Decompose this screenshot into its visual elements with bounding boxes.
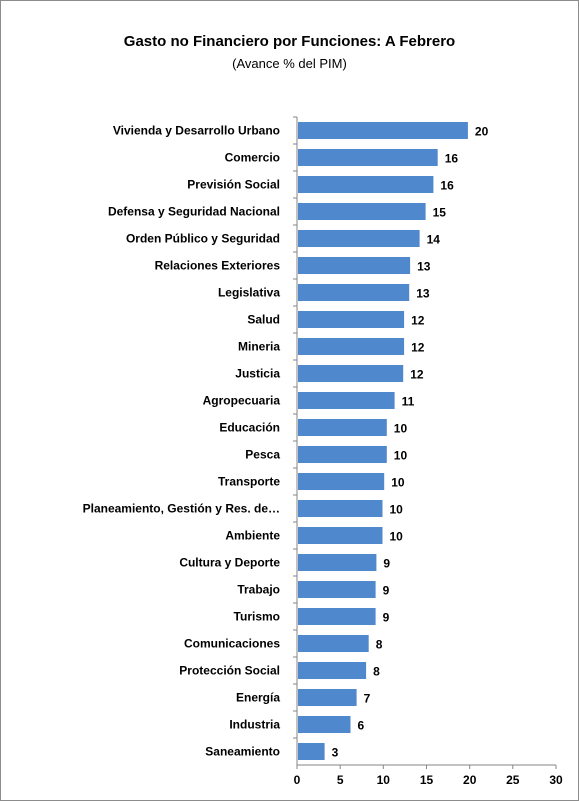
bar-9 — [298, 365, 404, 382]
category-label-3: Defensa y Seguridad Nacional — [108, 205, 280, 219]
x-tick-label-6: 30 — [549, 773, 563, 787]
category-label-23: Saneamiento — [205, 745, 280, 759]
value-label-3: 15 — [433, 206, 447, 220]
bar-6 — [298, 284, 410, 301]
value-label-0: 20 — [475, 125, 489, 139]
chart-subtitle: (Avance % del PIM) — [232, 56, 347, 71]
bar-5 — [298, 257, 411, 274]
category-label-17: Trabajo — [237, 583, 280, 597]
bar-21 — [298, 689, 357, 706]
category-label-16: Cultura y Deporte — [179, 556, 280, 570]
bar-1 — [298, 149, 438, 166]
value-label-17: 9 — [383, 584, 390, 598]
bar-19 — [298, 635, 369, 652]
category-label-18: Turismo — [234, 610, 280, 624]
bar-18 — [298, 608, 376, 625]
bar-8 — [298, 338, 405, 355]
value-label-22: 6 — [358, 719, 365, 733]
category-label-19: Comunicaciones — [184, 637, 280, 651]
bar-23 — [298, 743, 325, 760]
value-label-8: 12 — [411, 341, 425, 355]
bar-12 — [298, 446, 387, 463]
bar-2 — [298, 176, 434, 193]
category-label-6: Legislativa — [218, 286, 280, 300]
category-label-8: Mineria — [238, 340, 280, 354]
value-label-10: 11 — [402, 395, 415, 409]
category-label-14: Planeamiento, Gestión y Res. de… — [83, 502, 280, 516]
bar-13 — [298, 473, 385, 490]
value-label-18: 9 — [383, 611, 390, 625]
value-label-1: 16 — [445, 152, 459, 166]
category-label-11: Educación — [219, 421, 280, 435]
x-tick-label-5: 25 — [506, 773, 520, 787]
category-label-20: Protección Social — [179, 664, 280, 678]
bar-0 — [298, 122, 468, 139]
value-label-6: 13 — [416, 287, 430, 301]
value-label-19: 8 — [376, 638, 383, 652]
chart-title: Gasto no Financiero por Funciones: A Feb… — [123, 33, 456, 50]
bar-17 — [298, 581, 376, 598]
category-label-12: Pesca — [245, 448, 280, 462]
bar-14 — [298, 500, 383, 517]
bar-7 — [298, 311, 405, 328]
x-tick-label-3: 15 — [420, 773, 434, 787]
value-label-9: 12 — [410, 368, 424, 382]
value-label-4: 14 — [427, 233, 441, 247]
category-label-7: Salud — [247, 313, 280, 327]
x-tick-label-0: 0 — [294, 773, 301, 787]
category-label-1: Comercio — [225, 151, 280, 165]
category-label-2: Previsión Social — [187, 178, 280, 192]
category-label-5: Relaciones Exteriores — [155, 259, 281, 273]
bar-3 — [298, 203, 426, 220]
value-label-20: 8 — [373, 665, 380, 679]
value-label-7: 12 — [411, 314, 425, 328]
value-label-23: 3 — [332, 746, 339, 760]
value-label-2: 16 — [440, 179, 454, 193]
bar-4 — [298, 230, 420, 247]
x-tick-label-2: 10 — [377, 773, 391, 787]
category-label-0: Vivienda y Desarrollo Urbano — [113, 124, 280, 138]
category-label-9: Justicia — [235, 367, 280, 381]
bar-11 — [298, 419, 387, 436]
bar-16 — [298, 554, 377, 571]
bar-10 — [298, 392, 395, 409]
value-label-11: 10 — [394, 422, 408, 436]
bar-20 — [298, 662, 367, 679]
x-tick-label-1: 5 — [337, 773, 344, 787]
value-label-14: 10 — [390, 503, 404, 517]
value-label-5: 13 — [417, 260, 431, 274]
category-label-10: Agropecuaria — [203, 394, 281, 408]
category-label-4: Orden Público y Seguridad — [126, 232, 280, 246]
x-tick-label-4: 20 — [463, 773, 477, 787]
value-label-15: 10 — [390, 530, 404, 544]
value-label-16: 9 — [383, 557, 390, 571]
value-label-21: 7 — [364, 692, 371, 706]
bar-15 — [298, 527, 383, 544]
value-label-13: 10 — [391, 476, 405, 490]
category-label-21: Energía — [236, 691, 280, 705]
value-label-12: 10 — [394, 449, 408, 463]
category-label-15: Ambiente — [225, 529, 280, 543]
category-label-13: Transporte — [218, 475, 280, 489]
bar-22 — [298, 716, 351, 733]
category-label-22: Industria — [229, 718, 280, 732]
